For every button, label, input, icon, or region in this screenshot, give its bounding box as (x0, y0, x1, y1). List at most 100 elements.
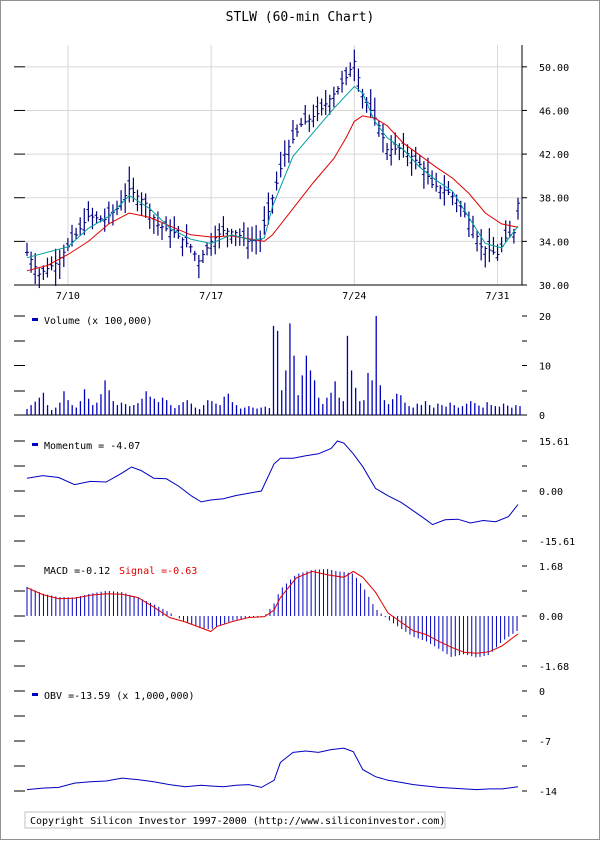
momentum-y-ticks: 15.61 0.00 -15.61 (14, 437, 575, 548)
price-bar (200, 250, 205, 263)
obv-label: OBV =-13.59 (x 1,000,000) (44, 691, 195, 702)
price-bar (348, 62, 353, 77)
price-bar (25, 242, 29, 257)
price-bar (438, 185, 443, 200)
price-bar (483, 246, 488, 268)
price-bar (127, 166, 132, 203)
price-bar (487, 228, 492, 263)
macd-y-tick-label: 1.68 (539, 562, 563, 573)
signal-line (26, 570, 519, 654)
price-x-ticks: 7/10 7/17 7/24 7/31 (56, 291, 510, 302)
volume-y-tick-label: 0 (539, 411, 545, 422)
price-bar (266, 192, 271, 225)
moving-average-short (26, 85, 519, 259)
macd-panel: MACD =-0.12 Signal =-0.63 1.68 0.00 -1.68 (14, 562, 569, 673)
momentum-line (26, 440, 519, 526)
price-bar (41, 265, 46, 281)
momentum-label: Momentum = -4.07 (44, 441, 140, 452)
price-bar (335, 86, 340, 95)
price-y-tick-label: 38.00 (539, 194, 569, 205)
moving-average-long (26, 115, 519, 272)
price-bar (397, 143, 402, 161)
price-bar (323, 90, 328, 115)
footer-text: Copyright Silicon Investor 1997-2000 (ht… (30, 816, 445, 827)
price-y-tick-label: 50.00 (539, 63, 569, 74)
price-y-tick-label: 30.00 (539, 281, 569, 292)
price-bar (53, 248, 58, 286)
price-bar (37, 268, 42, 289)
price-bar (344, 67, 349, 86)
price-bar (225, 227, 230, 248)
obv-y-tick-label: 0 (539, 687, 545, 698)
price-bar (442, 175, 447, 206)
volume-y-tick-label: 20 (539, 312, 551, 323)
price-bar (475, 230, 480, 252)
footer-box (24, 811, 446, 829)
chart-title: STLW (60-min Chart) (226, 10, 375, 25)
price-bar (295, 124, 300, 137)
macd-y-tick-label: -1.68 (539, 662, 569, 673)
price-bar (479, 229, 484, 261)
price-bar (421, 161, 426, 189)
price-bar (213, 225, 218, 255)
price-bar (282, 140, 287, 167)
volume-bars (25, 316, 522, 416)
macd-y-tick-label: 0.00 (539, 612, 563, 623)
price-bar (319, 98, 324, 116)
signal-label: Signal =-0.63 (119, 566, 197, 577)
legend-swatch-volume (32, 318, 38, 321)
price-bar (299, 117, 304, 128)
price-bar (286, 139, 291, 163)
price-bar (94, 211, 99, 224)
price-x-tick-label: 7/17 (199, 291, 223, 302)
price-bar (196, 254, 201, 279)
momentum-panel: Momentum = -4.07 15.61 0.00 -15.61 (14, 437, 575, 548)
price-bar (385, 142, 390, 161)
price-bar (307, 114, 312, 132)
momentum-y-tick-label: 15.61 (539, 437, 569, 448)
macd-label: MACD =-0.12 (44, 566, 110, 577)
price-bar (450, 191, 455, 206)
price-y-ticks: 50.00 46.00 42.00 38.00 34.00 30.00 (14, 63, 569, 292)
price-bar (503, 220, 508, 243)
price-bar (331, 86, 336, 108)
price-bar (155, 211, 160, 236)
price-bar (409, 148, 414, 176)
price-y-tick-label: 42.00 (539, 150, 569, 161)
price-bar (221, 216, 226, 237)
price-bar (168, 219, 173, 249)
price-bar (74, 227, 79, 240)
price-bar (290, 119, 295, 144)
price-bar (311, 104, 316, 128)
price-bar (430, 170, 435, 188)
price-bar (274, 171, 279, 191)
volume-label: Volume (x 100,000) (44, 316, 152, 327)
obv-y-tick-label: -14 (539, 787, 557, 798)
price-bar (356, 68, 361, 92)
price-x-tick-label: 7/10 (56, 291, 80, 302)
price-bar (380, 123, 385, 153)
obv-panel: OBV =-13.59 (x 1,000,000) 0 -7 -14 (14, 687, 557, 798)
price-bar (315, 96, 320, 122)
price-bar (86, 201, 91, 222)
price-bar (45, 257, 50, 278)
price-bar (139, 192, 144, 216)
price-bar (278, 151, 283, 178)
price-bar (184, 224, 189, 248)
price-bar (245, 227, 250, 259)
price-x-tick-label: 7/31 (485, 291, 509, 302)
price-bar (270, 194, 275, 214)
obv-line (26, 747, 519, 791)
price-bar (78, 217, 83, 236)
price-bar (352, 49, 357, 82)
price-bar (376, 120, 381, 137)
price-bar (327, 94, 332, 115)
price-bar (516, 197, 520, 220)
price-bar (82, 208, 87, 236)
price-bar (217, 223, 222, 249)
price-bar (303, 104, 308, 125)
volume-panel: Volume (x 100,000) 20 10 0 (14, 312, 551, 422)
